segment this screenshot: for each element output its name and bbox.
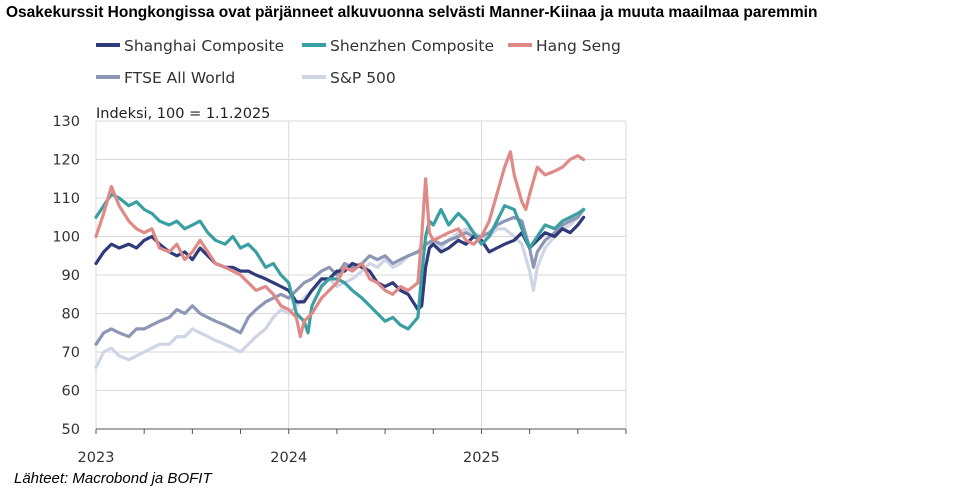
series-line-hang-seng: [94, 150, 586, 339]
chart-title: Osakekurssit Hongkongissa ovat pärjännee…: [6, 4, 818, 21]
series-line-ftse-all-world: [94, 207, 586, 346]
legend-label: S&P 500: [330, 69, 396, 87]
series-lines: [94, 150, 586, 369]
y-tick-label: 100: [52, 230, 80, 246]
y-tick-label: 110: [52, 191, 80, 207]
legend: Shanghai Composite Shenzhen Composite Hang…: [96, 37, 621, 87]
y-tick-label: 60: [62, 384, 80, 400]
y-tick-label: 70: [62, 345, 80, 361]
y-tick-label: 90: [62, 268, 80, 284]
x-axis: 2023 2024 2025: [78, 428, 627, 466]
legend-label: Hang Seng: [536, 37, 621, 55]
index-note: Indeksi, 100 = 1.1.2025: [96, 106, 270, 122]
x-tick-label: 2025: [463, 450, 500, 466]
legend-label: FTSE All World: [124, 69, 235, 87]
y-axis: 50 60 70 80 90 100 110 120 130: [52, 114, 80, 438]
series-line-shenzhen-composite: [94, 192, 586, 335]
gridlines: [95, 120, 627, 430]
source-note: Lähteet: Macrobond ja BOFIT: [14, 470, 212, 487]
series-line-shanghai-composite: [94, 215, 586, 312]
x-tick-label: 2023: [78, 450, 115, 466]
series-line-s-p-500: [94, 207, 586, 369]
x-tick-label: 2024: [270, 450, 307, 466]
y-tick-label: 50: [62, 422, 80, 438]
y-tick-label: 80: [62, 307, 80, 323]
legend-label: Shenzhen Composite: [330, 37, 494, 55]
legend-label: Shanghai Composite: [124, 37, 284, 55]
y-tick-label: 120: [52, 153, 80, 169]
y-tick-label: 130: [52, 114, 80, 130]
